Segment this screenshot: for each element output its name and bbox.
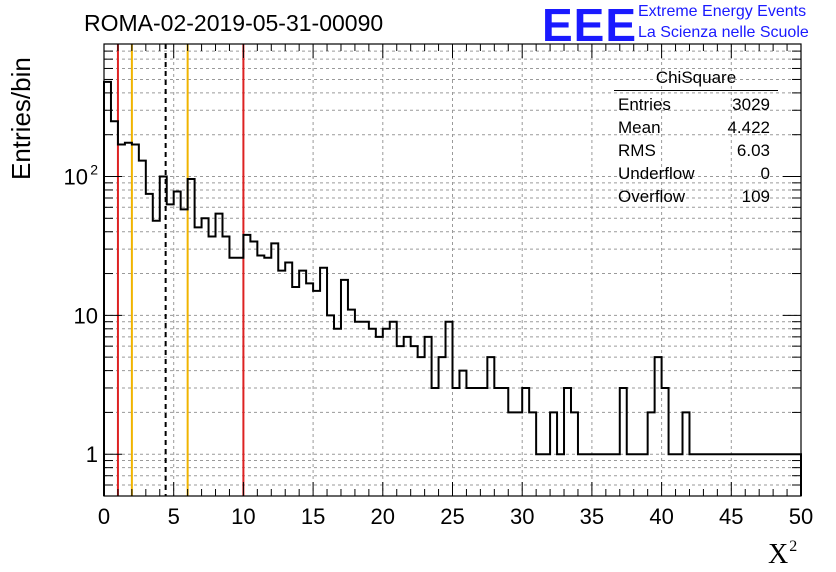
x-tick-label: 30: [510, 504, 534, 529]
y-tick-label: 1: [86, 442, 98, 467]
stats-row: Overflow 109: [612, 185, 782, 208]
x-tick-label: 5: [168, 504, 180, 529]
x-tick-label: 35: [580, 504, 604, 529]
x-axis-label: X2: [768, 538, 797, 571]
marker-lines-layer: [116, 44, 245, 496]
stats-label: Underflow: [618, 164, 695, 183]
x-axis-label-base: X: [768, 539, 789, 570]
y-tick-label: 10: [64, 164, 88, 189]
stats-value: 3029: [732, 95, 770, 114]
stats-box: ChiSquare Entries 3029 Mean 4.422 RMS 6.03 …: [612, 68, 782, 208]
x-tick-label: 10: [231, 504, 255, 529]
stats-value: 0: [760, 164, 770, 183]
stats-label: Overflow: [618, 187, 686, 206]
stats-label: RMS: [618, 141, 656, 160]
chart-title: ROMA-02-2019-05-31-00090: [84, 10, 384, 36]
x-tick-label: 45: [719, 504, 743, 529]
stats-value: 6.03: [736, 141, 770, 160]
x-tick-label: 25: [440, 504, 464, 529]
stats-value: 109: [741, 187, 770, 206]
y-tick-label-sup: 2: [90, 161, 98, 177]
stats-row: Mean 4.422: [612, 116, 782, 139]
x-tick-label: 20: [371, 504, 395, 529]
logo-line-2: La Scienza nelle Scuole: [638, 24, 809, 41]
stats-title: ChiSquare: [614, 68, 778, 91]
histogram-layer: [103, 80, 802, 496]
stats-row: Entries 3029: [612, 93, 782, 116]
y-axis-label: Entries/bin: [6, 57, 36, 180]
x-axis-label-sup: 2: [789, 538, 798, 555]
eee-logo: EEE: [542, 0, 638, 51]
logo-line-1: Extreme Energy Events: [638, 3, 807, 20]
stats-label: Mean: [618, 118, 661, 137]
x-tick-label: 0: [98, 504, 110, 529]
stats-row: Underflow 0: [612, 162, 782, 185]
x-tick-label: 50: [789, 504, 813, 529]
y-tick-label: 10: [74, 303, 98, 328]
histogram-steps: [103, 80, 802, 496]
x-tick-label: 40: [649, 504, 673, 529]
stats-value: 4.422: [727, 118, 770, 137]
x-tick-label: 15: [301, 504, 325, 529]
stats-label: Entries: [618, 95, 671, 114]
stats-row: RMS 6.03: [612, 139, 782, 162]
